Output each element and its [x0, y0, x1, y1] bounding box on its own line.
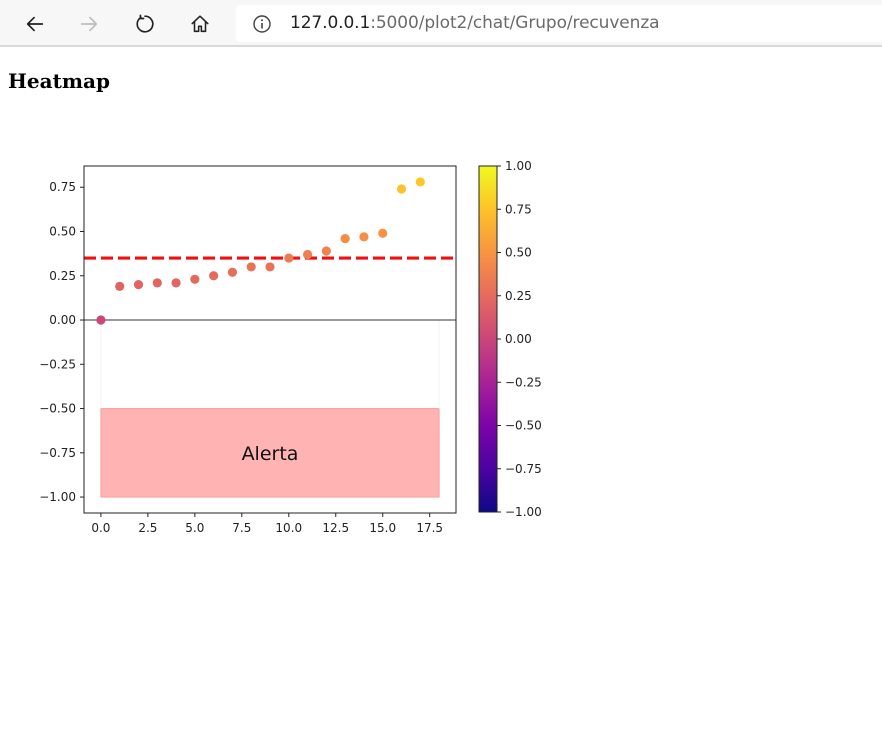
- data-point: [96, 315, 106, 325]
- data-point: [190, 274, 200, 284]
- home-icon: [191, 15, 209, 33]
- heatmap-chart: Alerta 0.0 2.5 5.0 7.5 10.0 12.5 15.0 17.5 0.75 0.…: [39, 159, 542, 535]
- info-icon[interactable]: [252, 14, 272, 34]
- x-tick-label: 7.5: [232, 521, 251, 535]
- colorbar-tick-label: 1.00: [505, 159, 532, 173]
- url-text[interactable]: 127.0.0.1:5000/plot2/chat/Grupo/recuvenz…: [290, 13, 660, 33]
- x-tick-label: 15.0: [369, 521, 396, 535]
- colorbar-tick-label: −0.75: [505, 462, 542, 476]
- refresh-button[interactable]: [128, 7, 162, 41]
- colorbar-tick-label: 0.25: [505, 289, 532, 303]
- y-tick-label: −0.50: [39, 402, 76, 416]
- data-point: [115, 281, 125, 291]
- x-tick-label: 12.5: [322, 521, 349, 535]
- data-point: [415, 177, 425, 187]
- data-point: [152, 278, 162, 288]
- refresh-icon: [136, 14, 154, 33]
- y-tick-label: −1.00: [39, 490, 76, 504]
- colorbar-tick-label: 0.75: [505, 202, 532, 216]
- home-button[interactable]: [183, 7, 217, 41]
- colorbar-tick-label: −1.00: [505, 505, 542, 519]
- x-tick-label: 10.0: [275, 521, 302, 535]
- colorbar: [478, 165, 498, 513]
- x-tick-label: 17.5: [416, 521, 443, 535]
- address-bar[interactable]: 127.0.0.1:5000/plot2/chat/Grupo/recuvenz…: [236, 5, 882, 42]
- data-point: [340, 233, 350, 244]
- data-point: [246, 262, 256, 272]
- y-tick-label: −0.75: [39, 446, 76, 460]
- data-point: [378, 228, 388, 238]
- data-point: [302, 249, 313, 260]
- data-point: [209, 271, 219, 281]
- data-point: [171, 278, 181, 288]
- colorbar-tick-label: −0.50: [505, 419, 542, 433]
- url-host: 127.0.0.1: [290, 13, 371, 33]
- colorbar-tick-label: 0.00: [505, 332, 532, 346]
- colorbar-tick-label: −0.25: [505, 375, 542, 389]
- data-point: [265, 262, 275, 272]
- data-point: [284, 253, 294, 263]
- forward-icon: [80, 16, 98, 32]
- alert-region: [100, 408, 440, 498]
- data-point: [321, 246, 331, 256]
- y-tick-label: 0.25: [49, 269, 76, 283]
- y-tick-label: −0.25: [39, 357, 76, 371]
- data-point: [396, 184, 407, 194]
- page-title: Heatmap: [8, 69, 110, 93]
- back-icon: [26, 16, 44, 32]
- data-point: [133, 280, 144, 290]
- colorbar-tick-label: 0.50: [505, 246, 532, 260]
- data-point: [227, 267, 238, 277]
- plot-frame: [83, 165, 457, 514]
- url-path: :5000/plot2/chat/Grupo/recuvenza: [370, 13, 660, 33]
- browser-toolbar: 127.0.0.1:5000/plot2/chat/Grupo/recuvenz…: [0, 0, 882, 47]
- forward-button[interactable]: [72, 7, 106, 41]
- y-tick-label: 0.50: [49, 225, 76, 239]
- back-button[interactable]: [18, 7, 52, 41]
- x-tick-label: 0.0: [91, 521, 110, 535]
- x-tick-label: 2.5: [138, 521, 157, 535]
- x-tick-label: 5.0: [185, 521, 204, 535]
- data-point: [359, 232, 369, 242]
- alert-label: Alerta: [242, 443, 299, 465]
- y-tick-label: 0.00: [49, 313, 76, 327]
- y-tick-label: 0.75: [49, 180, 76, 194]
